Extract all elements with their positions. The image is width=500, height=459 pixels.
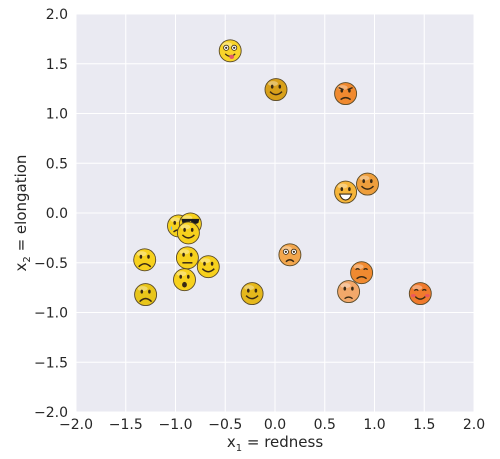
- data-point-smile: [196, 255, 220, 279]
- data-points: [133, 39, 432, 307]
- y-tick-label: −1.5: [34, 355, 68, 371]
- data-point-tongue-out: [218, 39, 242, 63]
- x-tick-label: 0.5: [314, 417, 336, 433]
- x-axis-label: x1 = redness: [227, 433, 324, 454]
- x-tick-label: 0.0: [264, 417, 286, 433]
- data-point-disappointed: [350, 261, 374, 285]
- x-tick-label: −1.5: [109, 417, 143, 433]
- grid: [75, 13, 475, 413]
- x-tick-label: −1.0: [159, 417, 193, 433]
- data-point-worried: [278, 243, 302, 267]
- data-point-grin: [334, 180, 358, 204]
- y-tick-label: 0.5: [46, 156, 68, 172]
- y-tick-label: 2.0: [46, 7, 68, 23]
- data-point-angry: [334, 82, 358, 106]
- y-tick-label: 1.0: [46, 107, 68, 123]
- data-point-smile: [240, 282, 264, 306]
- y-tick-label: −2.0: [34, 405, 68, 421]
- data-point-smile: [356, 172, 379, 196]
- y-tick-label: 0.0: [46, 206, 68, 222]
- data-point-smile: [176, 221, 200, 245]
- x-tick-label: 2.0: [463, 417, 485, 433]
- data-point-sad: [337, 280, 361, 304]
- x-tick-label: 1.0: [363, 417, 385, 433]
- x-tick-label: −0.5: [208, 417, 242, 433]
- x-tick-label: 1.5: [413, 417, 435, 433]
- data-point-frown: [133, 248, 157, 272]
- y-tick-label: −0.5: [34, 256, 68, 272]
- data-point-frown: [134, 283, 158, 307]
- y-axis-label: x2 = elongation: [12, 155, 33, 272]
- data-point-smile: [264, 78, 288, 102]
- x-tick-label: −2.0: [59, 417, 93, 433]
- data-point-blush: [408, 282, 432, 306]
- y-tick-label: 1.5: [46, 57, 68, 73]
- tick-labels: −2.0 −1.5 −1.0 −0.5 0.0 0.5 1.0 1.5 2.0−2.0−1.5−…: [34, 7, 485, 433]
- data-point-neutral: [175, 246, 199, 270]
- data-point-surprised: [173, 268, 196, 292]
- y-tick-label: −1.0: [34, 306, 68, 322]
